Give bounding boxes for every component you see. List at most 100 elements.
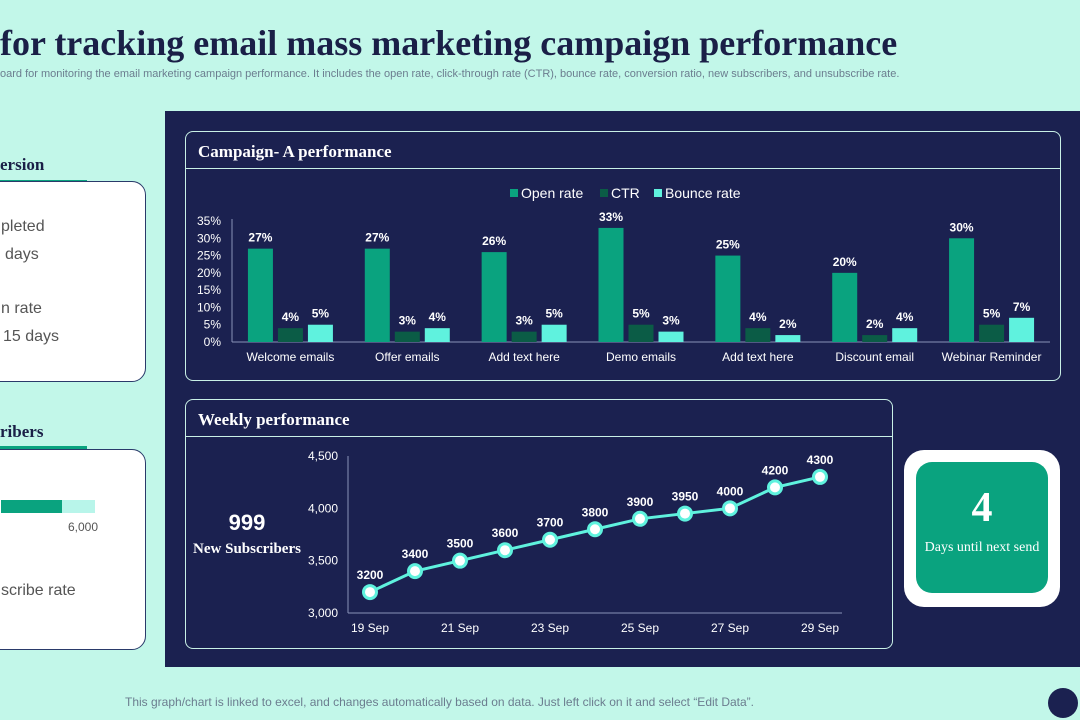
bar-value-label: 4%	[896, 310, 914, 324]
y-tick-label: 0%	[204, 335, 222, 349]
data-point-label: 3600	[492, 526, 519, 540]
bar-value-label: 4%	[282, 310, 300, 324]
y-tick-label: 35%	[197, 214, 221, 228]
bar-value-label: 5%	[545, 307, 563, 321]
data-point-label: 3950	[672, 490, 699, 504]
weekly-title: Weekly performance	[198, 410, 350, 429]
category-label: Offer emails	[375, 350, 439, 364]
x-tick-label: 27 Sep	[711, 621, 749, 635]
bar-value-label: 5%	[632, 307, 650, 321]
data-point-label: 3900	[627, 495, 654, 509]
campaign-title: Campaign- A performance	[198, 142, 392, 161]
bar	[424, 328, 450, 342]
bar-value-label: 33%	[599, 210, 623, 224]
bar-value-label: 30%	[950, 220, 974, 234]
weekly-line-chart: 3,000 3,500 4,000 4,500 19 Sep 21 Sep 23 Sep 25…	[308, 449, 842, 635]
conversion-line-4: 15 days	[3, 328, 60, 345]
bar-value-label: 26%	[482, 234, 506, 248]
bar-value-label: 2%	[779, 317, 797, 331]
bar	[598, 227, 624, 342]
data-point-label: 3400	[402, 547, 429, 561]
conversion-heading: ersion	[0, 155, 45, 174]
y-tick-label: 25%	[197, 249, 221, 263]
bar	[715, 255, 741, 342]
bar-value-label: 4%	[429, 310, 447, 324]
data-point-label: 4200	[762, 463, 789, 477]
data-point-label: 3500	[447, 537, 474, 551]
subscribers-underline	[0, 446, 87, 450]
data-point	[407, 563, 423, 580]
subscribers-line-1: scribe rate	[1, 582, 76, 599]
data-point	[677, 505, 693, 522]
bar-value-label: 3%	[662, 314, 680, 328]
data-point	[632, 510, 648, 527]
bar-value-label: 2%	[866, 317, 884, 331]
days-until-value: 4	[971, 485, 993, 531]
bar	[979, 324, 1005, 342]
bar	[511, 331, 537, 342]
bar-value-label: 5%	[312, 307, 330, 321]
bar	[775, 335, 801, 342]
bar-value-label: 25%	[716, 238, 740, 252]
y-tick-label: 20%	[197, 266, 221, 280]
subscribers-heading: ribers	[0, 422, 44, 441]
data-point	[722, 500, 738, 517]
campaign-box: Campaign- A performance 0% 5% 10% 15% 20% 25%…	[185, 131, 1061, 381]
bar	[481, 252, 507, 342]
data-point	[542, 531, 558, 548]
category-label: Welcome emails	[247, 350, 335, 364]
y-tick-label: 5%	[204, 318, 222, 332]
x-tick-label: 19 Sep	[351, 621, 389, 635]
conversion-line-2: days	[5, 246, 39, 263]
bar	[892, 328, 918, 342]
legend-label: CTR	[611, 185, 640, 201]
subscribers-axis-value: 6,000	[68, 520, 99, 534]
days-until-label: Days until next send	[924, 540, 1040, 555]
corner-circle	[1048, 688, 1078, 718]
legend-swatch	[510, 189, 518, 197]
data-point	[767, 479, 783, 496]
conversion-card: pleted days n rate 15 days	[0, 181, 146, 382]
data-point-label: 3200	[357, 568, 384, 582]
bar-value-label: 3%	[399, 314, 417, 328]
x-tick-label: 21 Sep	[441, 621, 479, 635]
data-point-label: 4300	[807, 453, 834, 467]
y-tick-label: 3,500	[308, 554, 338, 568]
weekly-title-rule	[186, 436, 892, 437]
new-subscribers-value: 999	[228, 510, 266, 535]
subscribers-progress-fill	[1, 500, 63, 513]
days-until-card: 4 Days until next send	[904, 450, 1060, 607]
y-tick-label: 4,000	[308, 501, 338, 515]
bar-value-label: 5%	[983, 307, 1001, 321]
data-point	[452, 552, 468, 569]
bar	[832, 272, 858, 342]
bar-value-label: 27%	[365, 231, 389, 245]
data-point-label: 3700	[537, 516, 564, 530]
bar	[394, 331, 420, 342]
legend-label: Open rate	[521, 185, 583, 201]
x-tick-label: 29 Sep	[801, 621, 839, 635]
bar	[949, 238, 975, 342]
data-point-label: 4000	[717, 484, 744, 498]
category-label: Add text here	[488, 350, 560, 364]
data-point	[812, 468, 828, 485]
new-subscribers-label: New Subscribers	[193, 541, 301, 557]
bar	[1009, 317, 1035, 342]
data-point	[497, 542, 513, 559]
bar	[745, 328, 771, 342]
bar	[247, 248, 273, 342]
data-point-label: 3800	[582, 505, 609, 519]
category-label: Add text here	[722, 350, 794, 364]
bar	[541, 324, 567, 342]
bar	[658, 331, 684, 342]
y-tick-label: 3,000	[308, 606, 338, 620]
days-until-inner: 4 Days until next send	[916, 462, 1048, 593]
bar-value-label: 20%	[833, 255, 857, 269]
bar	[307, 324, 333, 342]
y-tick-label: 30%	[197, 231, 221, 245]
footer-note: This graph/chart is linked to excel, and…	[125, 695, 754, 709]
legend-label: Bounce rate	[665, 185, 741, 201]
page-title: for tracking email mass marketing campai…	[0, 23, 898, 63]
category-label: Webinar Reminder	[942, 350, 1042, 364]
page-subtitle: oard for monitoring the email marketing …	[0, 68, 900, 80]
